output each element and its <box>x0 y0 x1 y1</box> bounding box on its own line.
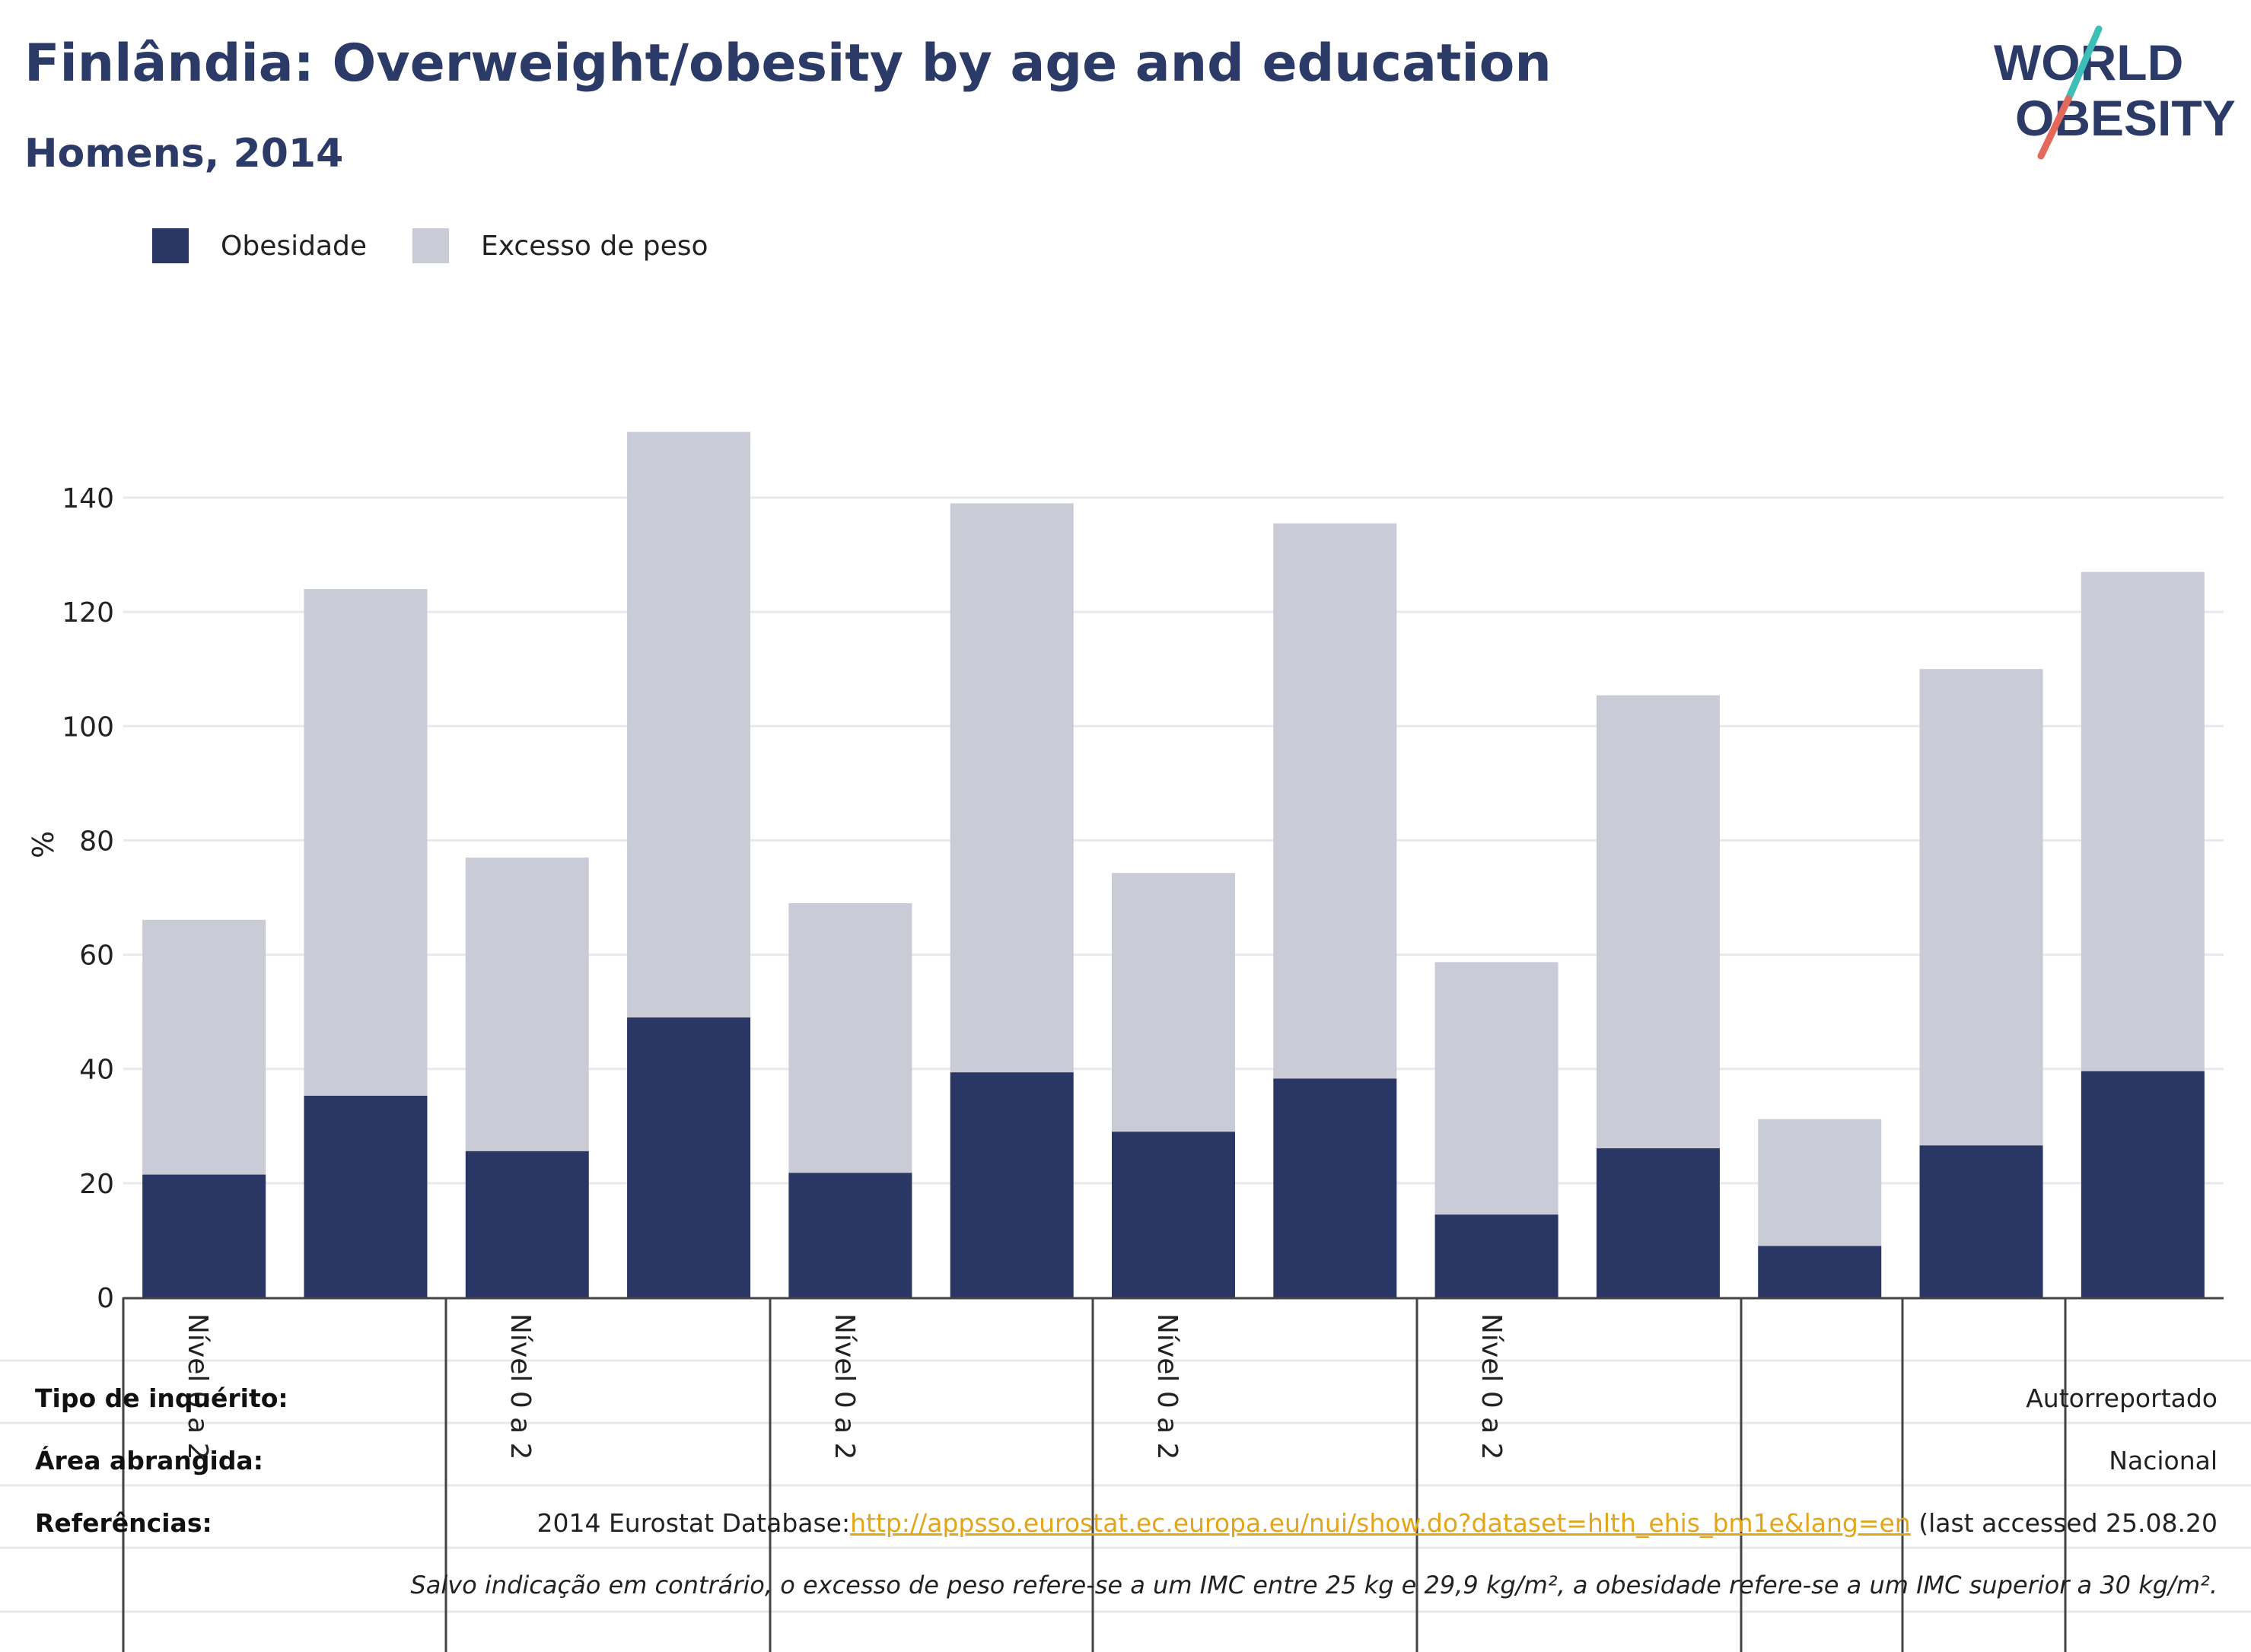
chart-subtitle: Homens, 2014 <box>24 131 344 177</box>
bar-obesity-1[interactable] <box>142 1174 266 1297</box>
bar-overweight-5[interactable] <box>788 903 912 1173</box>
x-group-label-3: Nível 0 a 2 <box>829 1313 860 1460</box>
bar-obesity-4[interactable] <box>627 1017 751 1297</box>
tick-label-layer: 0 20 40 60 80 100 120 140% Nível 0 a 2 Nível 0 a … <box>27 483 1507 1460</box>
references-value: 2014 Eurostat Database:http://appsso.eur… <box>536 1508 2218 1538</box>
logo-slash-coral <box>2037 95 2072 160</box>
bar-obesity-9[interactable] <box>1434 1214 1559 1297</box>
bar-layer <box>142 431 2205 1297</box>
x-group-label-2: Nível 0 a 2 <box>505 1313 536 1460</box>
bar-obesity-2[interactable] <box>304 1095 428 1297</box>
x-group-label-1: Nível 0 a 2 <box>182 1313 213 1460</box>
world-obesity-logo: WORLD OBESITY <box>1994 25 2236 160</box>
bar-obesity-13[interactable] <box>2081 1071 2205 1297</box>
legend-item-overweight[interactable]: Excesso de peso <box>412 228 708 263</box>
coverage-area-value: Nacional <box>2109 1446 2218 1475</box>
bar-obesity-11[interactable] <box>1758 1246 1882 1297</box>
chart-title: Finlândia: Overweight/obesity by age and… <box>24 33 1552 94</box>
bar-overweight-13[interactable] <box>2081 571 2205 1071</box>
bar-overweight-4[interactable] <box>627 431 751 1018</box>
bar-obesity-3[interactable] <box>465 1151 589 1297</box>
logo-line1: WORLD <box>1994 34 2183 91</box>
survey-type-label: Tipo de inquérito: <box>35 1383 288 1413</box>
bar-overweight-1[interactable] <box>142 919 266 1175</box>
references-link[interactable]: http://appsso.eurostat.ec.europa.eu/nui/… <box>850 1508 1911 1538</box>
bar-overweight-3[interactable] <box>465 857 589 1151</box>
bar-overweight-8[interactable] <box>1273 523 1397 1079</box>
bar-overweight-7[interactable] <box>1112 873 1235 1132</box>
definition-note: Salvo indicação em contrário, o excesso … <box>410 1571 2218 1599</box>
bar-overweight-12[interactable] <box>1919 669 2043 1146</box>
bar-overweight-2[interactable] <box>304 589 428 1096</box>
bar-obesity-12[interactable] <box>1919 1145 2043 1297</box>
bar-obesity-10[interactable] <box>1596 1148 1720 1297</box>
bar-overweight-6[interactable] <box>950 503 1074 1073</box>
bar-obesity-7[interactable] <box>1112 1132 1235 1297</box>
bar-overweight-11[interactable] <box>1758 1119 1882 1246</box>
axis-layer <box>122 1297 2224 1652</box>
y-tick-label: 60 <box>79 941 114 972</box>
y-tick-label: 40 <box>79 1055 114 1086</box>
bar-overweight-9[interactable] <box>1434 962 1559 1215</box>
bar-overweight-10[interactable] <box>1596 695 1720 1149</box>
survey-type-value: Autorreportado <box>2026 1383 2218 1413</box>
bar-obesity-6[interactable] <box>950 1072 1074 1297</box>
legend-item-obesity[interactable]: Obesidade <box>152 228 367 263</box>
y-tick-label: 80 <box>79 826 114 857</box>
references-label: Referências: <box>35 1508 212 1538</box>
y-tick-label: 140 <box>62 483 114 514</box>
references-suffix: (last accessed 25.08.20 <box>1910 1508 2218 1538</box>
legend: Obesidade Excesso de peso <box>152 225 754 266</box>
references-prefix: 2014 Eurostat Database: <box>536 1508 851 1538</box>
legend-label-overweight: Excesso de peso <box>481 230 708 262</box>
y-tick-label: 120 <box>62 597 114 629</box>
legend-label-obesity: Obesidade <box>221 230 368 262</box>
logo-slash-teal <box>2065 25 2103 103</box>
legend-swatch-overweight <box>412 228 450 263</box>
coverage-area-label: Área abrangida: <box>35 1446 263 1475</box>
bar-obesity-8[interactable] <box>1273 1078 1397 1297</box>
x-group-label-4: Nível 0 a 2 <box>1151 1313 1183 1460</box>
bar-obesity-5[interactable] <box>788 1173 912 1297</box>
legend-swatch-obesity <box>152 228 189 263</box>
y-tick-label: 20 <box>79 1169 114 1200</box>
y-tick-label: 100 <box>62 711 114 743</box>
footer-table-grid <box>0 1359 2251 1613</box>
y-axis-label: % <box>27 831 60 858</box>
x-group-label-5: Nível 0 a 2 <box>1476 1313 1507 1460</box>
y-tick-label: 0 <box>97 1283 114 1314</box>
